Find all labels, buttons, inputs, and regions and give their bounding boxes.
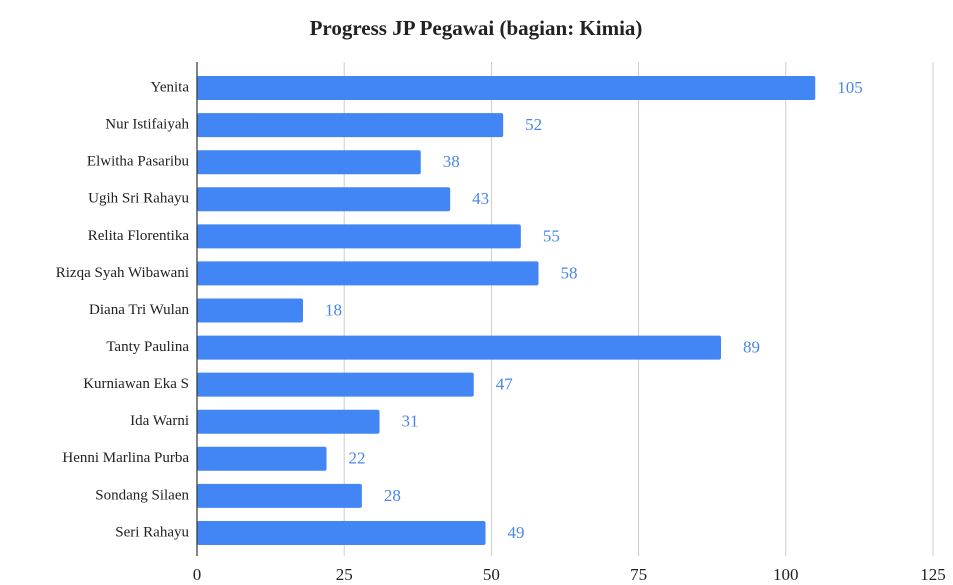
- bar: [197, 261, 539, 286]
- bar: [197, 409, 380, 434]
- y-tick-label: Ida Warni: [130, 413, 189, 429]
- data-label: 38: [443, 152, 460, 171]
- data-label: 55: [543, 226, 560, 245]
- x-tick-label: 50: [483, 565, 500, 584]
- x-tick-label: 0: [193, 565, 202, 584]
- bar: [197, 76, 816, 101]
- bar: [197, 483, 362, 508]
- data-label: 105: [837, 78, 863, 97]
- bar: [197, 372, 474, 397]
- y-tick-label: Elwitha Pasaribu: [87, 154, 190, 170]
- data-label: 89: [743, 337, 760, 356]
- y-tick-label: Rizqa Syah Wibawani: [56, 265, 189, 281]
- data-label: 22: [349, 449, 366, 468]
- bar: [197, 446, 327, 471]
- data-label: 52: [525, 115, 542, 134]
- y-tick-label: Nur Istifaiyah: [105, 117, 189, 133]
- data-label: 58: [561, 263, 578, 282]
- x-tick-label: 100: [773, 565, 799, 584]
- y-tick-label: Seri Rahayu: [115, 524, 189, 540]
- data-label: 28: [384, 486, 401, 505]
- y-tick-label: Tanty Paulina: [106, 339, 189, 355]
- y-tick-label: Kurniawan Eka S: [83, 376, 189, 392]
- bar: [197, 187, 451, 212]
- data-label: 31: [402, 412, 419, 431]
- x-tick-label: 125: [920, 565, 946, 584]
- bar: [197, 335, 722, 360]
- chart-title: Progress JP Pegawai (bagian: Kimia): [310, 16, 643, 40]
- x-tick-label: 25: [336, 565, 353, 584]
- x-tick-label: 75: [630, 565, 647, 584]
- bar: [197, 113, 504, 138]
- y-tick-label: Henni Marlina Purba: [62, 450, 189, 466]
- y-tick-label: Sondang Silaen: [95, 487, 189, 503]
- data-label: 47: [496, 375, 513, 394]
- y-tick-label: Relita Florentika: [88, 228, 190, 244]
- data-label: 49: [508, 523, 525, 542]
- bar: [197, 150, 421, 175]
- bar: [197, 298, 303, 323]
- y-tick-label: Ugih Sri Rahayu: [88, 191, 189, 207]
- y-tick-label: Yenita: [151, 79, 190, 95]
- bar: [197, 224, 521, 249]
- data-label: 18: [325, 300, 342, 319]
- bar: [197, 520, 486, 545]
- y-tick-label: Diana Tri Wulan: [89, 302, 189, 318]
- data-label: 43: [472, 189, 489, 208]
